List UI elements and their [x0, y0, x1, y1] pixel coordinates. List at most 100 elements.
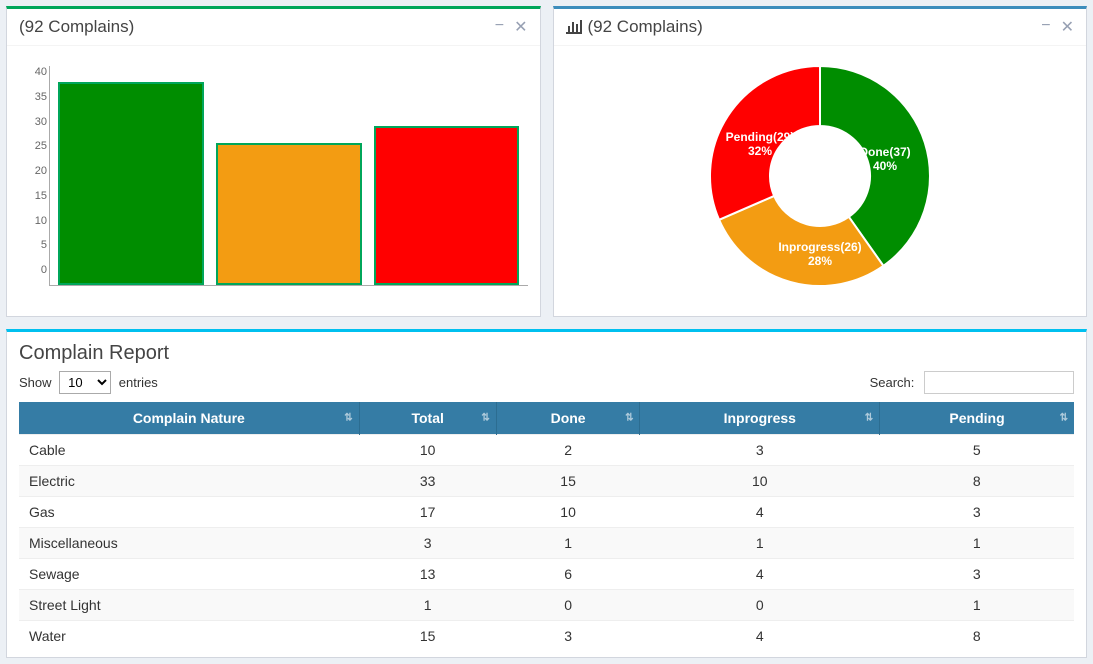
- table-cell: 1: [880, 590, 1074, 621]
- table-cell: Water: [19, 621, 359, 652]
- table-cell: 3: [496, 621, 640, 652]
- bar-ytick: 10: [19, 215, 47, 227]
- table-cell: 15: [359, 621, 496, 652]
- table-cell: 17: [359, 497, 496, 528]
- close-icon[interactable]: ✕: [1061, 17, 1074, 37]
- sort-icon: ⇅: [344, 413, 350, 424]
- report-col-header[interactable]: Total⇅: [359, 402, 496, 435]
- table-row: Street Light1001: [19, 590, 1074, 621]
- chart-icon: [566, 20, 582, 34]
- table-row: Electric3315108: [19, 466, 1074, 497]
- table-cell: 3: [359, 528, 496, 559]
- bar-chart: 0 5 10 15 20 25 30 35 40: [19, 56, 528, 306]
- donut-slice-label: Pending(29): [725, 130, 794, 144]
- table-cell: 2: [496, 435, 640, 466]
- table-cell: 33: [359, 466, 496, 497]
- show-label-prefix: Show: [19, 375, 52, 390]
- report-header-row: Complain Nature⇅Total⇅Done⇅Inprogress⇅Pe…: [19, 402, 1074, 435]
- bar: [216, 143, 362, 285]
- bar-ytick: 5: [19, 239, 47, 251]
- table-cell: 3: [640, 435, 880, 466]
- table-row: Miscellaneous3111: [19, 528, 1074, 559]
- minimize-icon[interactable]: −: [1041, 17, 1050, 37]
- table-cell: 10: [640, 466, 880, 497]
- donut-chart: Done(37)40% Inprogress(26)28% Pending(29)3…: [640, 46, 1000, 306]
- report-panel: Complain Report Show 102550100 entries S…: [6, 329, 1087, 658]
- table-cell: 0: [496, 590, 640, 621]
- table-cell: Street Light: [19, 590, 359, 621]
- table-cell: 6: [496, 559, 640, 590]
- donut-slice-label: Done(37): [859, 145, 910, 159]
- table-cell: 4: [640, 497, 880, 528]
- search-label: Search:: [870, 375, 915, 390]
- sort-icon: ⇅: [481, 413, 487, 424]
- bar-chart-yaxis: 0 5 10 15 20 25 30 35 40: [19, 66, 47, 276]
- entries-select[interactable]: 102550100: [59, 371, 111, 394]
- sort-icon: ⇅: [1060, 413, 1066, 424]
- table-row: Sewage13643: [19, 559, 1074, 590]
- table-cell: Miscellaneous: [19, 528, 359, 559]
- table-cell: 1: [640, 528, 880, 559]
- table-cell: 10: [359, 435, 496, 466]
- report-col-header[interactable]: Done⇅: [496, 402, 640, 435]
- table-cell: 3: [880, 497, 1074, 528]
- bar-panel-title: (92 Complains): [19, 17, 495, 37]
- search-input[interactable]: [924, 371, 1074, 394]
- entries-control: Show 102550100 entries: [19, 371, 158, 394]
- table-cell: 0: [640, 590, 880, 621]
- close-icon[interactable]: ✕: [514, 17, 527, 37]
- bar: [58, 82, 204, 285]
- table-cell: Sewage: [19, 559, 359, 590]
- chart-row: (92 Complains) − ✕ 0 5 10 15 20 25 30 35 40 (92 …: [0, 0, 1093, 323]
- bar-ytick: 25: [19, 140, 47, 152]
- table-cell: 8: [880, 621, 1074, 652]
- report-controls: Show 102550100 entries Search:: [7, 371, 1086, 402]
- bar-ytick: 0: [19, 264, 47, 276]
- donut-slice-pct: 28%: [808, 254, 832, 268]
- table-cell: 4: [640, 559, 880, 590]
- show-label-suffix: entries: [119, 375, 158, 390]
- bar: [374, 126, 520, 285]
- bar-ytick: 15: [19, 190, 47, 202]
- table-cell: 1: [359, 590, 496, 621]
- sort-icon: ⇅: [865, 413, 871, 424]
- donut-panel-body: Done(37)40% Inprogress(26)28% Pending(29)3…: [554, 46, 1087, 306]
- table-row: Gas171043: [19, 497, 1074, 528]
- table-row: Cable10235: [19, 435, 1074, 466]
- table-cell: 13: [359, 559, 496, 590]
- sort-icon: ⇅: [625, 413, 631, 424]
- bar-panel-header: (92 Complains) − ✕: [7, 9, 540, 46]
- bar-chart-plot: [49, 66, 528, 286]
- report-col-header[interactable]: Complain Nature⇅: [19, 402, 359, 435]
- donut-slice-pct: 32%: [748, 144, 772, 158]
- donut-slice-pct: 40%: [873, 159, 897, 173]
- table-cell: Cable: [19, 435, 359, 466]
- table-cell: 10: [496, 497, 640, 528]
- report-title: Complain Report: [7, 332, 1086, 371]
- bar-ytick: 40: [19, 66, 47, 78]
- table-row: Water15348: [19, 621, 1074, 652]
- bar-ytick: 30: [19, 116, 47, 128]
- table-cell: 1: [880, 528, 1074, 559]
- table-cell: 3: [880, 559, 1074, 590]
- table-cell: 8: [880, 466, 1074, 497]
- bar-ytick: 35: [19, 91, 47, 103]
- donut-panel-title: (92 Complains): [588, 17, 1042, 37]
- table-cell: 5: [880, 435, 1074, 466]
- report-table: Complain Nature⇅Total⇅Done⇅Inprogress⇅Pe…: [19, 402, 1074, 651]
- bar-panel-body: 0 5 10 15 20 25 30 35 40: [7, 46, 540, 316]
- donut-chart-panel: (92 Complains) − ✕ Done(37)40% Inprogress…: [553, 6, 1088, 317]
- report-col-header[interactable]: Pending⇅: [880, 402, 1074, 435]
- bar-chart-panel: (92 Complains) − ✕ 0 5 10 15 20 25 30 35 40: [6, 6, 541, 317]
- table-cell: 1: [496, 528, 640, 559]
- table-cell: 4: [640, 621, 880, 652]
- donut-panel-header: (92 Complains) − ✕: [554, 9, 1087, 46]
- report-body: Cable10235Electric3315108Gas171043Miscel…: [19, 435, 1074, 652]
- search-control: Search:: [870, 371, 1074, 394]
- report-col-header[interactable]: Inprogress⇅: [640, 402, 880, 435]
- table-cell: Gas: [19, 497, 359, 528]
- table-cell: Electric: [19, 466, 359, 497]
- donut-slice-label: Inprogress(26): [778, 240, 861, 254]
- minimize-icon[interactable]: −: [495, 17, 504, 37]
- bar-ytick: 20: [19, 165, 47, 177]
